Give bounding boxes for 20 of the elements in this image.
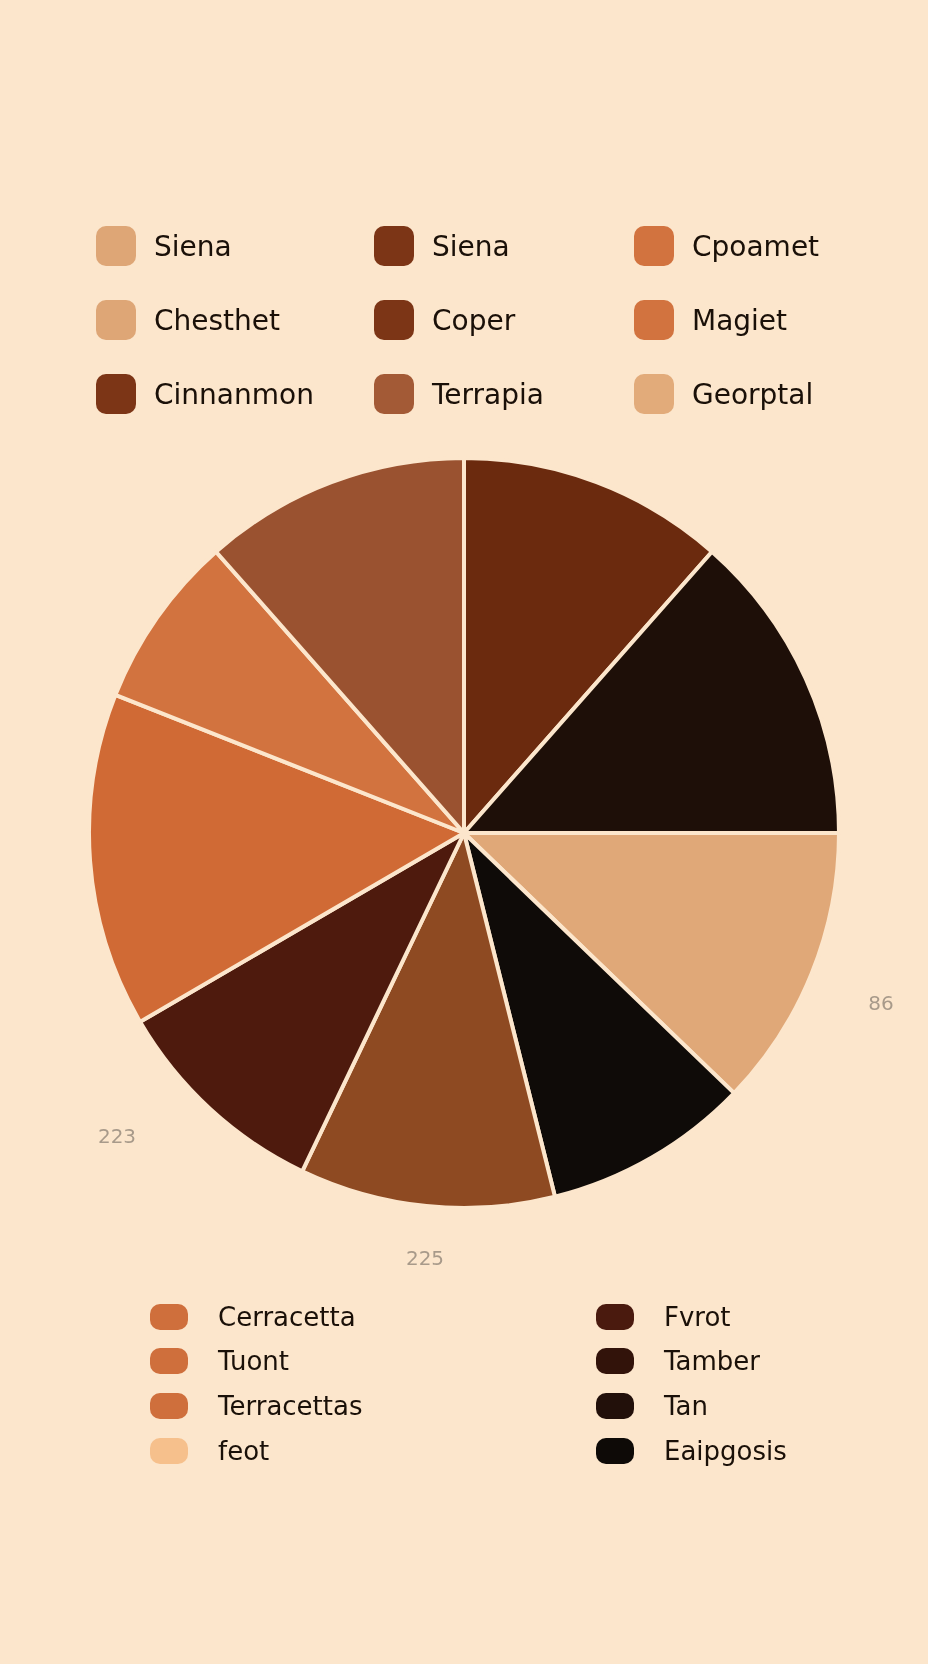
text: feot [218, 1436, 270, 1466]
text: Tan [664, 1391, 708, 1421]
text: 223 [97, 1124, 137, 1148]
text: Cerracetta [218, 1302, 356, 1332]
text: Tuont [218, 1346, 289, 1376]
text: 86 [868, 991, 894, 1015]
text: Cinnanmon [154, 377, 314, 411]
text: Chesthet [154, 303, 281, 337]
text: Siena [154, 229, 232, 263]
text: Georptal [692, 377, 814, 411]
text: Coper [432, 303, 516, 337]
text: Tamber [664, 1346, 761, 1376]
text: Magiet [692, 303, 788, 337]
text: Cpoamet [692, 229, 820, 263]
text: 225 [405, 1246, 445, 1270]
text: Eaipgosis [664, 1436, 787, 1466]
text: Terracettas [218, 1391, 363, 1421]
text: Terrapia [432, 377, 544, 411]
text: Fvrot [664, 1302, 731, 1332]
text: Siena [432, 229, 510, 263]
